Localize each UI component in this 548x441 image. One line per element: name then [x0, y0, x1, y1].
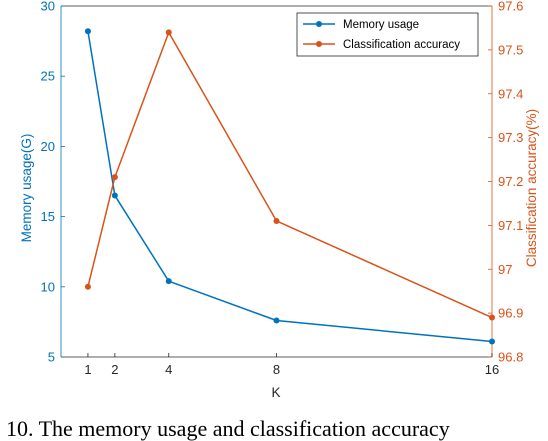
y-right-axis-label: Classification accuracy(%)	[524, 109, 539, 267]
data-point-classification-accuracy	[111, 174, 118, 181]
right-tick-label: 97.4	[498, 86, 523, 101]
plot-area	[60, 5, 493, 358]
right-tick-label: 97.6	[498, 0, 523, 14]
data-point-classification-accuracy	[489, 314, 495, 321]
data-point-classification-accuracy	[273, 217, 280, 224]
series-line-memory-usage	[87, 31, 493, 343]
data-point-memory-usage	[111, 192, 118, 199]
data-point-memory-usage	[165, 278, 172, 285]
left-tick-label: 25	[41, 69, 55, 84]
right-tick-label: 97.3	[498, 130, 523, 145]
data-point-memory-usage	[273, 317, 280, 324]
left-axis-ticks: 5 10 15 20 25 30	[41, 0, 65, 365]
dual-axis-line-chart: 5 10 15 20 25 30 96.8 96.9 97 97.1 97.2 97.3 97.4 97…	[19, 0, 539, 400]
left-tick-label: 15	[41, 209, 55, 224]
right-axis-ticks: 96.8 96.9 97 97.1 97.2 97.3 97.4 97.5 97.6	[488, 0, 523, 365]
right-tick-label: 97.1	[498, 218, 523, 233]
data-point-memory-usage	[489, 338, 495, 345]
x-tick-label: 1	[84, 362, 91, 377]
right-tick-label: 97.5	[498, 42, 523, 57]
legend-marker-accuracy	[316, 41, 322, 47]
left-tick-label: 10	[41, 279, 55, 294]
x-axis-ticks: 1 2 4 8 16	[84, 353, 499, 377]
legend-marker-memory	[316, 21, 322, 27]
right-tick-label: 97	[498, 262, 512, 277]
x-tick-label: 2	[111, 362, 118, 377]
legend: Memory usage Classification accuracy	[296, 12, 479, 57]
right-tick-label: 97.2	[498, 174, 523, 189]
right-tick-label: 96.8	[498, 350, 523, 365]
legend-box	[296, 12, 479, 57]
left-tick-label: 5	[48, 350, 55, 365]
left-tick-label: 20	[41, 139, 55, 154]
data-point-classification-accuracy	[84, 283, 91, 290]
legend-label-memory: Memory usage	[343, 19, 419, 31]
x-tick-label: 4	[165, 362, 172, 377]
x-tick-label: 8	[273, 362, 280, 377]
right-tick-label: 96.9	[498, 306, 523, 321]
legend-label-accuracy: Classification accuracy	[343, 39, 460, 51]
figure-caption: 10. The memory usage and classification …	[6, 416, 450, 441]
data-point-memory-usage	[84, 28, 91, 35]
x-axis-label: K	[271, 385, 280, 400]
left-tick-label: 30	[41, 0, 55, 14]
series-line-classification-accuracy	[87, 31, 493, 319]
data-point-classification-accuracy	[165, 29, 172, 36]
series-layer	[84, 28, 495, 345]
x-tick-label: 16	[485, 362, 499, 377]
y-left-axis-label: Memory usage(G)	[19, 134, 34, 243]
